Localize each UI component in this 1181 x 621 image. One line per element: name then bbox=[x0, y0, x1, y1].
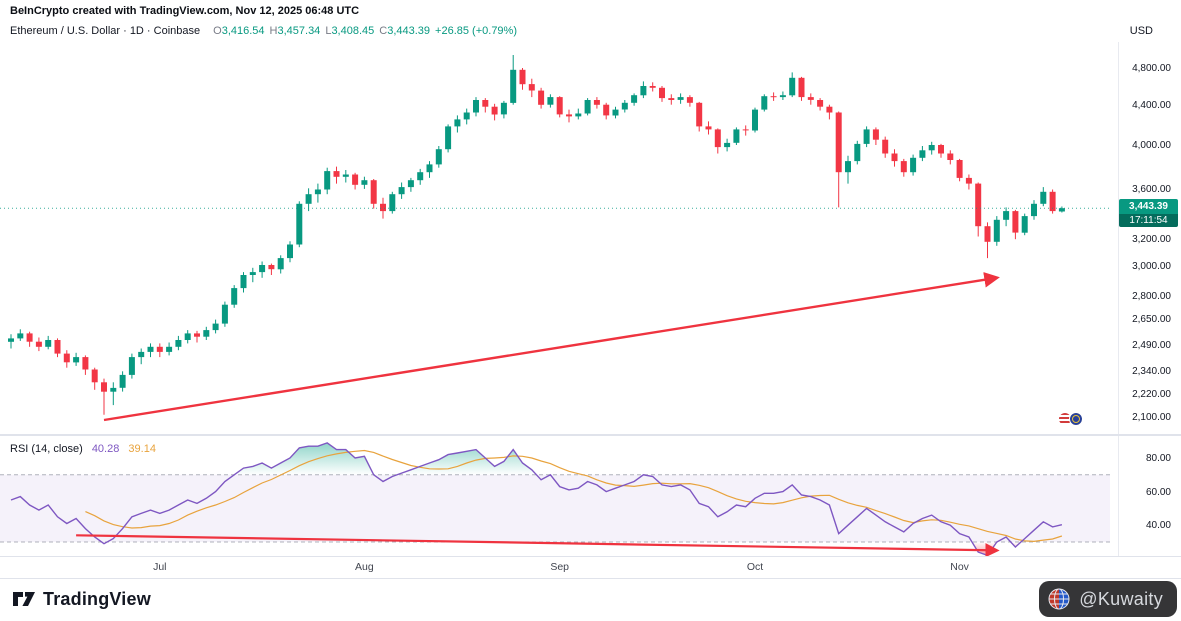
price-tick-label: 2,220.00 bbox=[1132, 388, 1171, 400]
time-axis-label: Aug bbox=[355, 561, 374, 573]
last-price-value: 3,443.39 bbox=[1119, 199, 1178, 215]
last-price-label: 3,443.39 17:11:54 bbox=[1119, 199, 1178, 228]
price-tick-label: 2,650.00 bbox=[1132, 313, 1171, 325]
price-pane-canvas[interactable] bbox=[0, 42, 1120, 434]
ohlc-close-value: 3,443.39 bbox=[387, 25, 431, 37]
ohlc-open-value: 3,416.54 bbox=[221, 25, 265, 37]
time-axis-label: Nov bbox=[950, 561, 969, 573]
price-tick-label: 4,400.00 bbox=[1132, 99, 1171, 111]
price-axis-border bbox=[1118, 42, 1119, 577]
symbol-title: Ethereum / U.S. Dollar · 1D · Coinbase bbox=[10, 25, 201, 37]
tradingview-logo-text: TradingView bbox=[43, 588, 151, 609]
price-tick-label: 2,490.00 bbox=[1132, 340, 1171, 352]
price-tick-label: 2,800.00 bbox=[1132, 290, 1171, 302]
rsi-tick-label: 60.00 bbox=[1145, 486, 1171, 498]
symbol-legend: Ethereum / U.S. Dollar · 1D · Coinbase O3… bbox=[10, 25, 517, 37]
countdown-timer: 17:11:54 bbox=[1119, 214, 1178, 228]
footer-bar: TradingView bbox=[0, 578, 1181, 621]
ohlc-open-label: O bbox=[213, 25, 222, 37]
rsi-legend: RSI (14, close) 40.28 39.14 bbox=[10, 443, 156, 455]
price-tick-label: 3,200.00 bbox=[1132, 234, 1171, 246]
rsi-title: RSI (14, close) bbox=[10, 443, 83, 455]
tradingview-logo-icon bbox=[13, 592, 35, 606]
time-axis-label: Jul bbox=[153, 561, 167, 573]
price-tick-label: 2,340.00 bbox=[1132, 366, 1171, 378]
time-axis-label: Oct bbox=[746, 561, 764, 573]
rsi-ma-value: 39.14 bbox=[128, 443, 156, 455]
ohlc-low-value: 3,408.45 bbox=[331, 25, 375, 37]
rsi-pane-canvas[interactable] bbox=[0, 440, 1120, 556]
price-tick-label: 3,600.00 bbox=[1132, 184, 1171, 196]
time-axis[interactable]: Jul Aug Sep Oct Nov bbox=[0, 556, 1181, 579]
ohlc-close-label: C bbox=[379, 25, 388, 37]
price-tick-label: 4,000.00 bbox=[1132, 139, 1171, 151]
tradingview-logo[interactable]: TradingView bbox=[12, 588, 151, 610]
ohlc-high-value: 3,457.34 bbox=[277, 25, 321, 37]
eu-flag-icon bbox=[1069, 412, 1083, 426]
globe-icon bbox=[1048, 588, 1070, 610]
rsi-tick-label: 40.00 bbox=[1145, 520, 1171, 532]
flags-icon bbox=[1058, 412, 1083, 426]
ohlc-low-label: L bbox=[325, 25, 332, 37]
currency-label: USD bbox=[1129, 25, 1153, 37]
watermark-text: @Kuwaity bbox=[1079, 588, 1163, 609]
price-tick-label: 4,800.00 bbox=[1132, 63, 1171, 74]
time-axis-label: Sep bbox=[550, 561, 570, 573]
change-value: +26.85 (+0.79%) bbox=[435, 25, 517, 37]
rsi-value: 40.28 bbox=[91, 443, 120, 455]
ohlc-high-label: H bbox=[269, 25, 278, 37]
pane-divider[interactable] bbox=[0, 434, 1181, 436]
export-credit: BeInCrypto created with TradingView.com,… bbox=[10, 5, 360, 17]
author-watermark: @Kuwaity bbox=[1039, 581, 1177, 617]
rsi-tick-label: 80.00 bbox=[1145, 453, 1171, 464]
price-tick-label: 2,100.00 bbox=[1132, 412, 1171, 423]
price-tick-label: 3,000.00 bbox=[1132, 261, 1171, 273]
